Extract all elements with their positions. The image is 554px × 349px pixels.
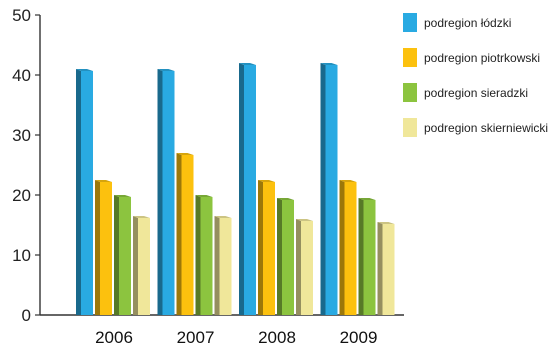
bar-front-face bbox=[219, 218, 232, 315]
bar-top-face bbox=[320, 63, 338, 65]
bar-front-face bbox=[363, 200, 376, 315]
bar-top-face bbox=[339, 180, 357, 182]
bar bbox=[296, 219, 313, 315]
legend-item: podregion łódzki bbox=[403, 13, 511, 32]
legend-swatch bbox=[403, 118, 417, 137]
bar bbox=[76, 69, 93, 315]
bar-top-face bbox=[76, 69, 93, 71]
x-tick-label: 2007 bbox=[177, 328, 215, 347]
legend-item: podregion sieradzki bbox=[403, 83, 528, 102]
bar-front-face bbox=[344, 182, 357, 315]
bar-top-face bbox=[114, 195, 131, 197]
bar bbox=[214, 216, 232, 315]
bar-front-face bbox=[263, 182, 275, 315]
bar-top-face bbox=[377, 222, 395, 224]
bar bbox=[114, 195, 131, 315]
bar-top-face bbox=[176, 153, 194, 155]
bar bbox=[320, 63, 338, 315]
bar-side-face bbox=[339, 180, 345, 315]
bar-top-face bbox=[95, 180, 112, 182]
legend-label: podregion skierniewicki bbox=[424, 121, 548, 135]
bar bbox=[239, 63, 256, 315]
bar-side-face bbox=[239, 63, 244, 315]
bar-front-face bbox=[162, 71, 175, 315]
bar-side-face bbox=[320, 63, 326, 315]
legend: podregion łódzki podregion piotrkowski pod… bbox=[403, 13, 548, 137]
bar bbox=[377, 222, 395, 315]
bar-front-face bbox=[200, 197, 213, 315]
bar-front-face bbox=[100, 182, 112, 315]
axis-labels: 0 10 20 30 40 50 2006 2007 2008 2009 bbox=[12, 6, 377, 347]
bar-front-face bbox=[181, 155, 194, 315]
y-tick-label: 40 bbox=[12, 66, 31, 85]
legend-label: podregion łódzki bbox=[424, 16, 511, 30]
bar-side-face bbox=[358, 198, 364, 315]
bar bbox=[195, 195, 213, 315]
legend-swatch bbox=[403, 13, 417, 32]
bar-top-face bbox=[277, 198, 294, 200]
bar bbox=[176, 153, 194, 315]
bar-front-face bbox=[325, 65, 338, 315]
bar bbox=[339, 180, 357, 315]
legend-item: podregion skierniewicki bbox=[403, 118, 548, 137]
bar-side-face bbox=[76, 69, 81, 315]
bar bbox=[258, 180, 275, 315]
bars bbox=[76, 63, 395, 315]
bar-top-face bbox=[157, 69, 175, 71]
bar-top-face bbox=[258, 180, 275, 182]
bar-side-face bbox=[214, 216, 220, 315]
bar-side-face bbox=[157, 69, 163, 315]
bar bbox=[133, 216, 150, 315]
bar-top-face bbox=[214, 216, 232, 218]
bar-front-face bbox=[301, 221, 313, 315]
bar-side-face bbox=[95, 180, 100, 315]
bar-top-face bbox=[358, 198, 376, 200]
bar-front-face bbox=[138, 218, 150, 315]
bar-top-face bbox=[195, 195, 213, 197]
y-tick-label: 30 bbox=[12, 126, 31, 145]
legend-swatch bbox=[403, 48, 417, 67]
bar-side-face bbox=[296, 219, 301, 315]
y-tick-label: 20 bbox=[12, 186, 31, 205]
bar-front-face bbox=[282, 200, 294, 315]
bar-side-face bbox=[277, 198, 282, 315]
bar-front-face bbox=[382, 224, 395, 315]
bar-side-face bbox=[258, 180, 263, 315]
bar-top-face bbox=[296, 219, 313, 221]
bar-top-face bbox=[239, 63, 256, 65]
bar bbox=[358, 198, 376, 315]
bar-front-face bbox=[244, 65, 256, 315]
legend-label: podregion sieradzki bbox=[424, 86, 528, 100]
bar-top-face bbox=[133, 216, 150, 218]
legend-item: podregion piotrkowski bbox=[403, 48, 540, 67]
bar-side-face bbox=[377, 222, 383, 315]
bar-side-face bbox=[114, 195, 119, 315]
bar bbox=[277, 198, 294, 315]
legend-swatch bbox=[403, 83, 417, 102]
bar-side-face bbox=[133, 216, 138, 315]
x-tick-label: 2006 bbox=[95, 328, 133, 347]
legend-label: podregion piotrkowski bbox=[424, 51, 540, 65]
bar bbox=[95, 180, 112, 315]
y-tick-label: 0 bbox=[22, 306, 31, 325]
bar-front-face bbox=[119, 197, 131, 315]
bar-side-face bbox=[176, 153, 182, 315]
bar bbox=[157, 69, 175, 315]
y-tick-label: 10 bbox=[12, 246, 31, 265]
bar-front-face bbox=[81, 71, 93, 315]
x-tick-label: 2009 bbox=[340, 328, 378, 347]
bar-side-face bbox=[195, 195, 201, 315]
x-tick-label: 2008 bbox=[258, 328, 296, 347]
y-tick-label: 50 bbox=[12, 6, 31, 25]
